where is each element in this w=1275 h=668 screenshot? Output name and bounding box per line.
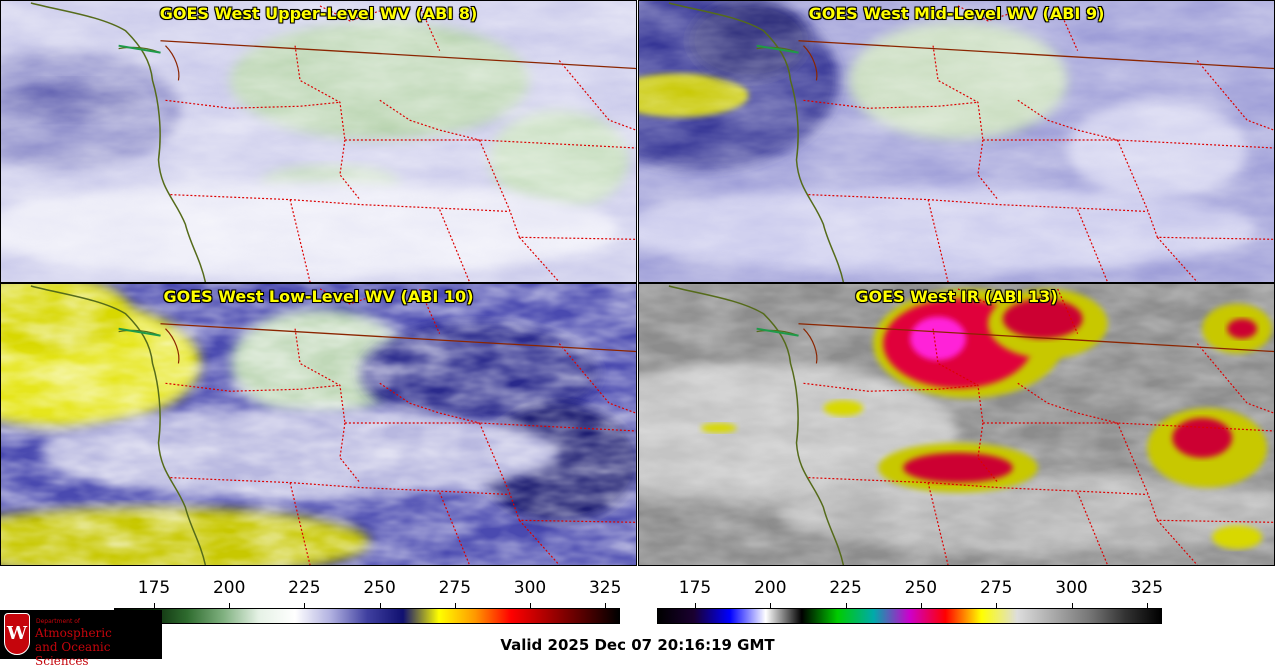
colorbar-tick-mark: [1071, 603, 1073, 608]
colorbar-tick-mark: [920, 603, 922, 608]
colorbar-tick-label: 250: [363, 578, 396, 598]
colorbar-tick-mark: [530, 603, 531, 608]
colorbar-tick-label: 200: [754, 578, 787, 598]
colorbar-tick-mark: [605, 603, 607, 608]
low-level-wv-image: [1, 284, 636, 565]
logo-department: Department of: [36, 618, 80, 625]
colorbar-tick-label: 175: [678, 578, 712, 598]
colorbar-tick-label: 250: [904, 578, 938, 598]
water-vapor-colorbar: 175 200 225 250 275 300 325: [0, 570, 637, 630]
colorbar-tick-mark: [454, 603, 456, 608]
colorbar-tick-mark: [154, 603, 155, 608]
colorbar-tick-mark: [695, 603, 696, 608]
water-vapor-gradient: [114, 608, 620, 624]
colorbar-tick-mark: [845, 603, 847, 608]
colorbar-tick-label: 225: [829, 578, 862, 598]
colorbar-tick-mark: [996, 603, 998, 608]
ir-gradient: [657, 608, 1162, 624]
colorbar-tick-label: 275: [438, 578, 472, 598]
colorbar-tick-mark: [770, 603, 772, 608]
logo-line1: Atmospheric: [35, 626, 112, 640]
colorbar-tick-mark: [304, 603, 306, 608]
colorbar-tick-label: 200: [212, 578, 246, 598]
colorbar-tick-label: 325: [588, 578, 622, 598]
ir-colorbar: 175 200 225 250 275 300 325: [638, 570, 1275, 630]
colorbar-tick-label: 300: [513, 578, 547, 598]
valid-time: Valid 2025 Dec 07 20:16:19 GMT: [500, 636, 775, 654]
colorbar-tick-label: 300: [1055, 578, 1088, 598]
uw-crest-icon: W: [4, 613, 30, 655]
colorbar-tick-mark: [229, 603, 231, 608]
upper-level-wv-image: [1, 1, 636, 282]
panel-ir: GOES West IR (ABI 13): [638, 283, 1275, 566]
colorbar-tick-mark: [1146, 603, 1148, 608]
panel-upper-level-wv: GOES West Upper-Level WV (ABI 8): [0, 0, 637, 283]
mid-level-wv-image: [639, 1, 1274, 282]
panel-low-level-wv: GOES West Low-Level WV (ABI 10): [0, 283, 637, 566]
colorbar-tick-label: 225: [288, 578, 321, 598]
panel-mid-level-wv: GOES West Mid-Level WV (ABI 9): [638, 0, 1275, 283]
colorbar-tick-label: 325: [1130, 578, 1164, 598]
colorbar-tick-mark: [379, 603, 381, 608]
ir-image: [639, 284, 1274, 565]
colorbar-tick-label: 175: [137, 578, 171, 598]
colorbar-tick-label: 275: [979, 578, 1013, 598]
